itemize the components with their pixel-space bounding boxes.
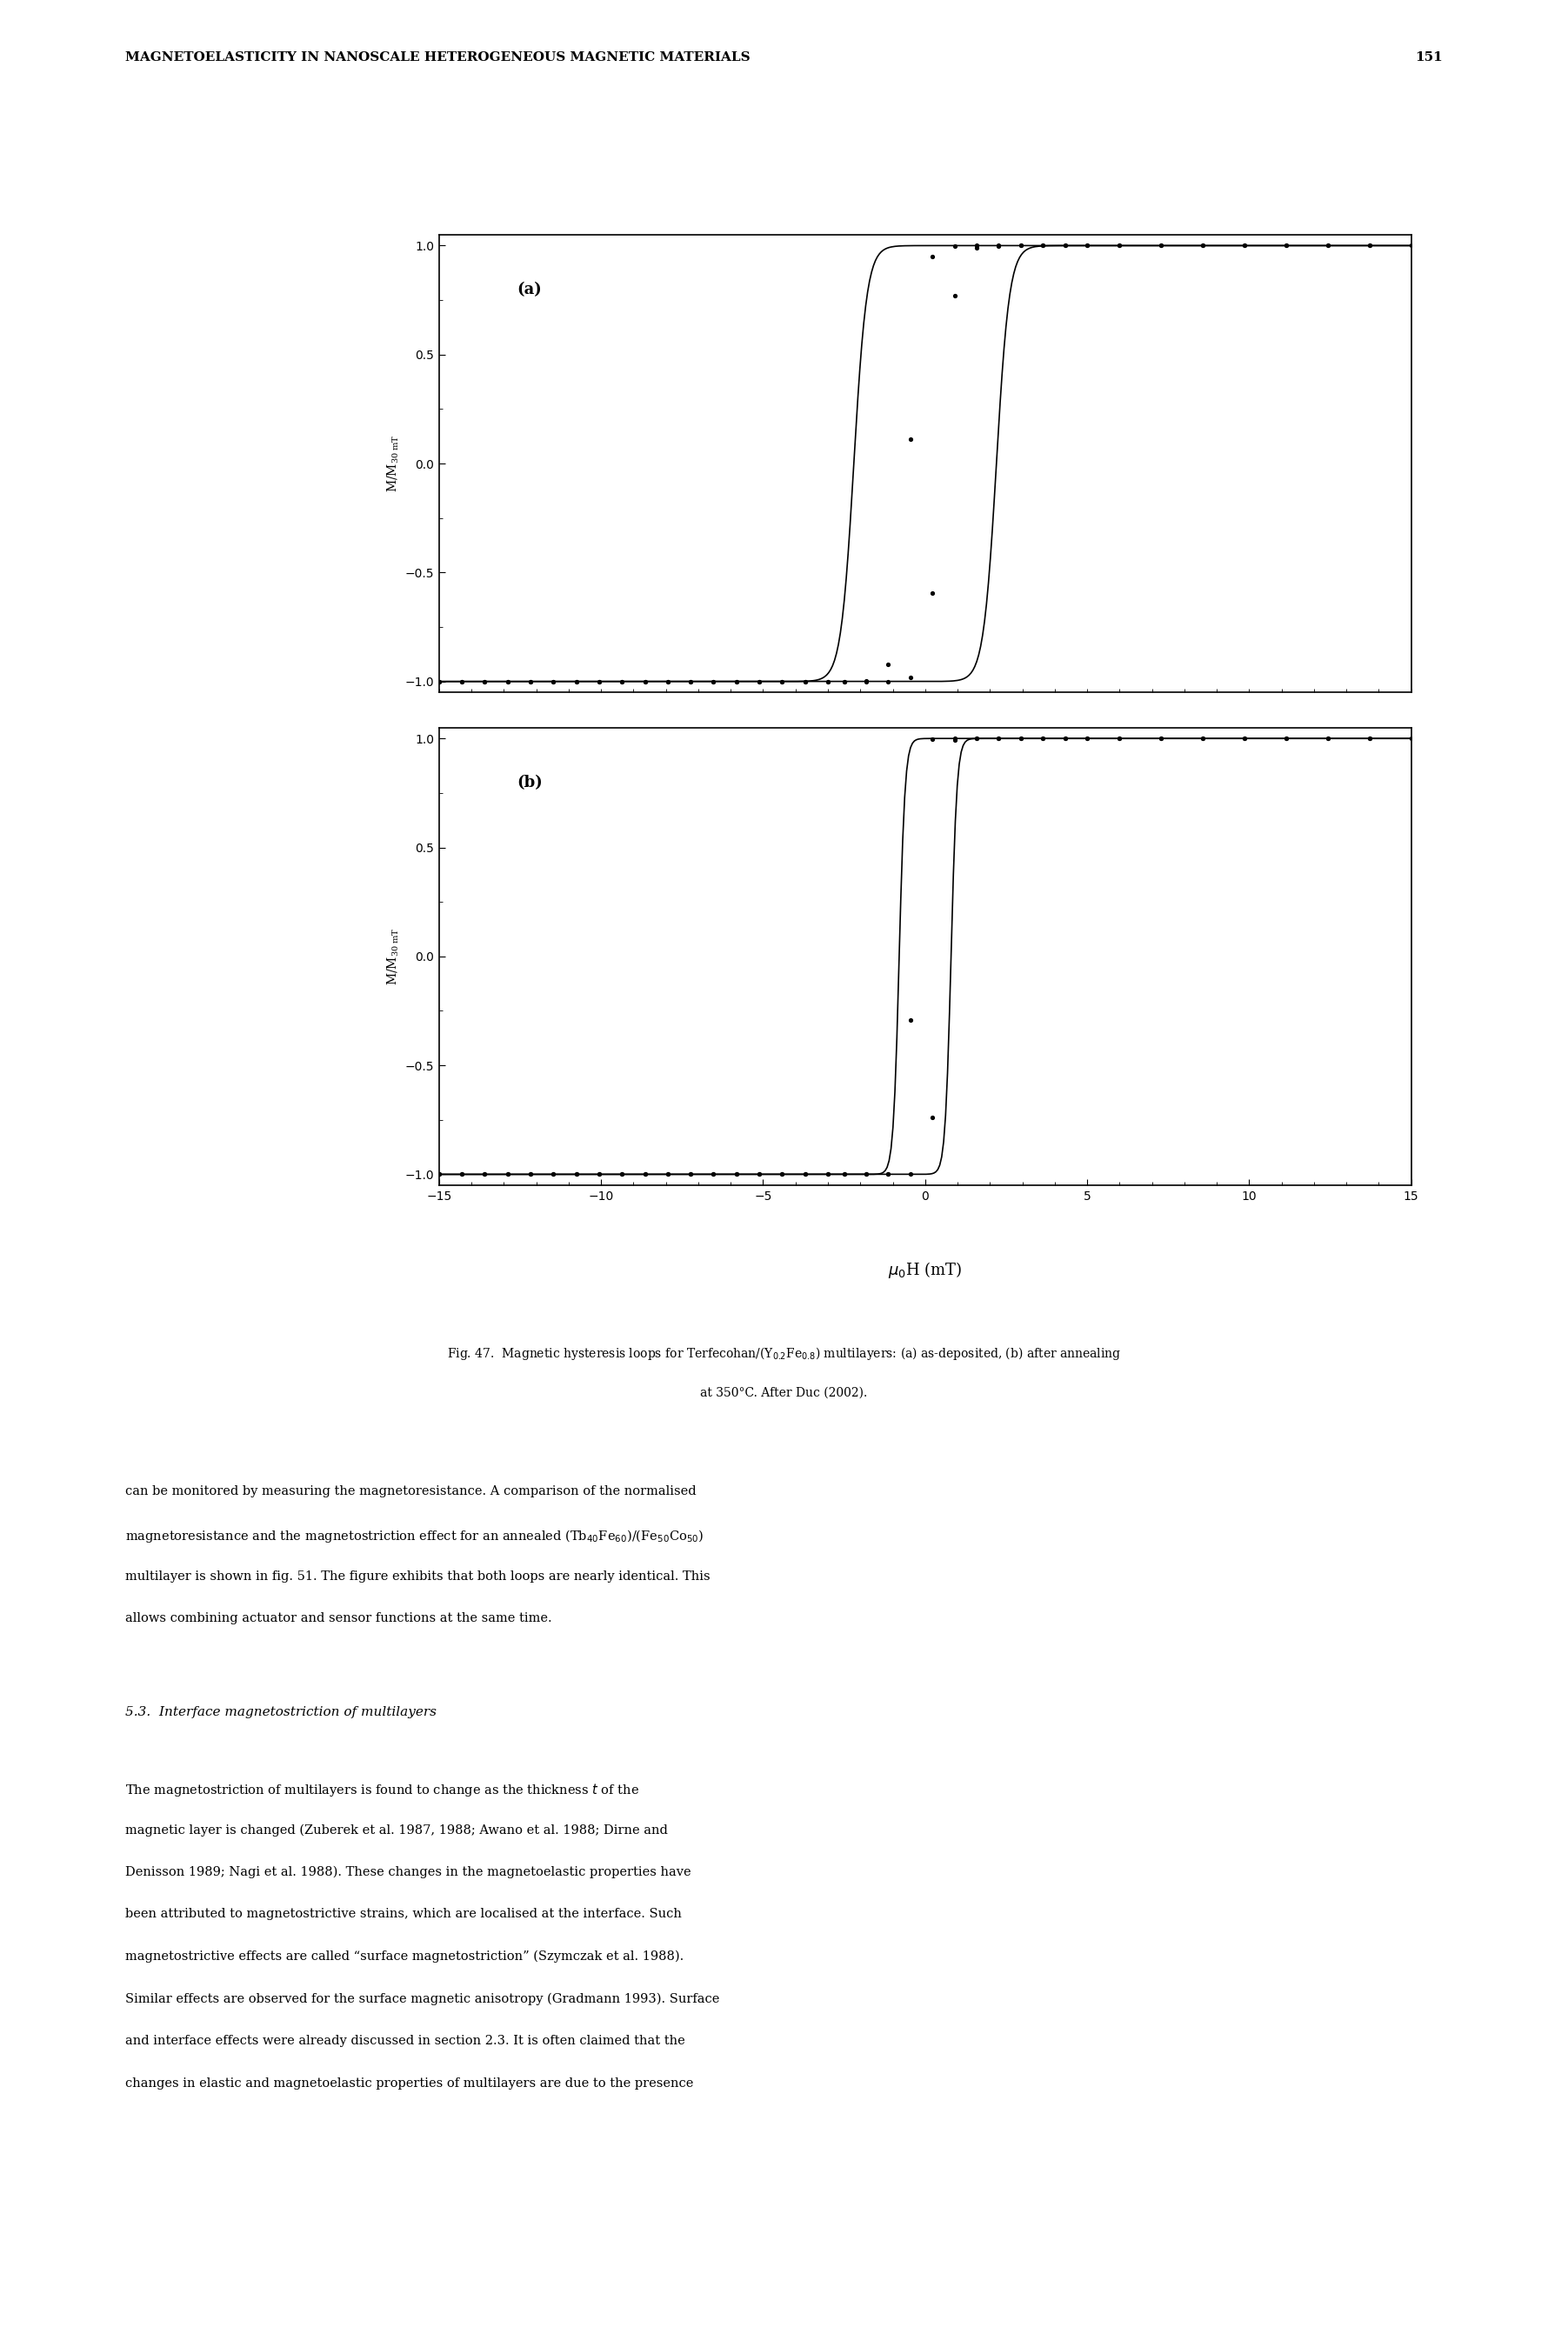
Text: multilayer is shown in fig. 51. The figure exhibits that both loops are nearly i: multilayer is shown in fig. 51. The figu… [125,1570,710,1582]
Text: (a): (a) [517,282,543,298]
Text: magnetostrictive effects are called “surface magnetostriction” (Szymczak et al. : magnetostrictive effects are called “sur… [125,1950,684,1962]
Text: Similar effects are observed for the surface magnetic anisotropy (Gradmann 1993): Similar effects are observed for the sur… [125,1993,720,2004]
Text: can be monitored by measuring the magnetoresistance. A comparison of the normali: can be monitored by measuring the magnet… [125,1486,696,1497]
Text: MAGNETOELASTICITY IN NANOSCALE HETEROGENEOUS MAGNETIC MATERIALS: MAGNETOELASTICITY IN NANOSCALE HETEROGEN… [125,52,751,63]
Text: Denisson 1989; Nagi et al. 1988). These changes in the magnetoelastic properties: Denisson 1989; Nagi et al. 1988). These … [125,1866,691,1878]
Text: 5.3.  Interface magnetostriction of multilayers: 5.3. Interface magnetostriction of multi… [125,1706,437,1718]
Y-axis label: M/M$_{\mathregular{30\ mT}}$: M/M$_{\mathregular{30\ mT}}$ [386,434,401,493]
Text: 151: 151 [1414,52,1443,63]
Text: and interface effects were already discussed in section 2.3. It is often claimed: and interface effects were already discu… [125,2035,685,2047]
Text: $\mu_0$H (mT): $\mu_0$H (mT) [887,1260,963,1281]
Text: (b): (b) [517,775,543,791]
Text: magnetoresistance and the magnetostriction effect for an annealed (Tb$_{40}$Fe$_: magnetoresistance and the magnetostricti… [125,1528,704,1544]
Text: allows combining actuator and sensor functions at the same time.: allows combining actuator and sensor fun… [125,1612,552,1624]
Text: changes in elastic and magnetoelastic properties of multilayers are due to the p: changes in elastic and magnetoelastic pr… [125,2077,693,2089]
Text: magnetic layer is changed (Zuberek et al. 1987, 1988; Awano et al. 1988; Dirne a: magnetic layer is changed (Zuberek et al… [125,1824,668,1835]
Y-axis label: M/M$_{\mathregular{30\ mT}}$: M/M$_{\mathregular{30\ mT}}$ [386,927,401,986]
Text: at 350°C. After Duc (2002).: at 350°C. After Duc (2002). [701,1387,867,1399]
Text: Fig. 47.  Magnetic hysteresis loops for Terfecohan/(Y$_{0.2}$Fe$_{0.8}$) multila: Fig. 47. Magnetic hysteresis loops for T… [447,1345,1121,1361]
Text: The magnetostriction of multilayers is found to change as the thickness $t$ of t: The magnetostriction of multilayers is f… [125,1781,640,1798]
Text: been attributed to magnetostrictive strains, which are localised at the interfac: been attributed to magnetostrictive stra… [125,1908,682,1920]
